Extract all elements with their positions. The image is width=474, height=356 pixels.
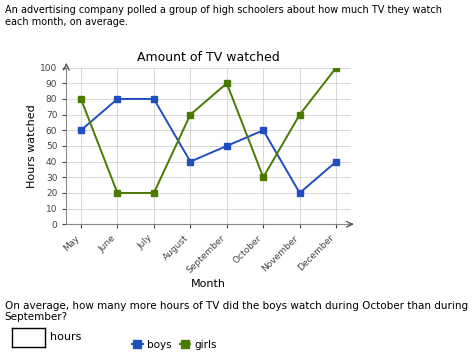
Text: On average, how many more hours of TV did the boys watch during October than dur: On average, how many more hours of TV di… xyxy=(5,301,468,323)
Legend: boys, girls: boys, girls xyxy=(128,336,221,354)
Y-axis label: Hours watched: Hours watched xyxy=(27,104,37,188)
Text: An advertising company polled a group of high schoolers about how much TV they w: An advertising company polled a group of… xyxy=(5,5,442,27)
Title: Amount of TV watched: Amount of TV watched xyxy=(137,51,280,64)
Text: hours: hours xyxy=(50,333,81,342)
X-axis label: Month: Month xyxy=(191,279,226,289)
